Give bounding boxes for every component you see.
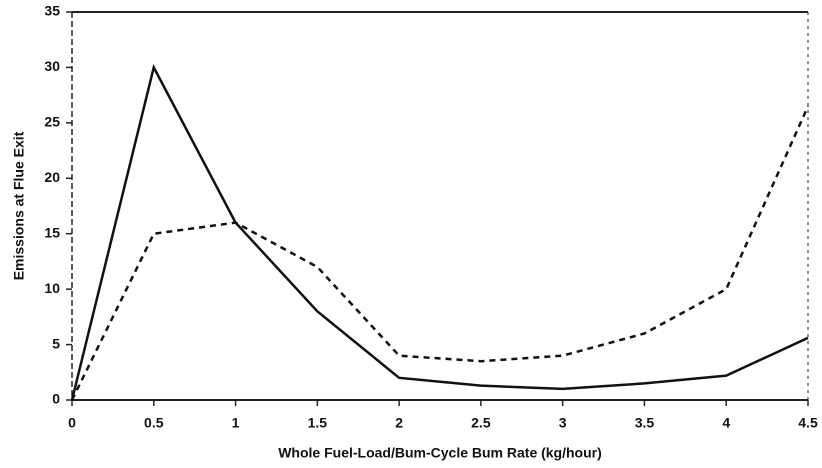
x-tick-label: 0 bbox=[68, 415, 76, 431]
x-tick-label: 1 bbox=[232, 415, 240, 431]
y-axis-label: Emissions at Flue Exit bbox=[11, 131, 27, 280]
x-tick-label: 2.5 bbox=[471, 415, 491, 431]
y-tick-label: 5 bbox=[52, 335, 60, 351]
x-tick-label: 4 bbox=[722, 415, 730, 431]
series-line bbox=[70, 63, 809, 401]
y-tick-label: 0 bbox=[52, 391, 60, 407]
x-tick-label: 1.5 bbox=[308, 415, 328, 431]
y-tick-label: 30 bbox=[44, 58, 60, 74]
y-tick-label: 15 bbox=[44, 224, 60, 240]
x-tick-label: 2 bbox=[395, 415, 403, 431]
x-tick-label: 3.5 bbox=[635, 415, 655, 431]
series-line bbox=[70, 105, 810, 401]
x-axis-label: Whole Fuel-Load/Bum-Cycle Bum Rate (kg/h… bbox=[278, 445, 602, 461]
x-tick-label: 0.5 bbox=[144, 415, 164, 431]
y-tick-label: 10 bbox=[44, 280, 60, 296]
y-tick-label: 35 bbox=[44, 3, 60, 19]
x-tick-label: 4.5 bbox=[798, 415, 818, 431]
y-tick-label: 20 bbox=[44, 169, 60, 185]
y-tick-label: 25 bbox=[44, 114, 60, 130]
x-tick-label: 3 bbox=[559, 415, 567, 431]
